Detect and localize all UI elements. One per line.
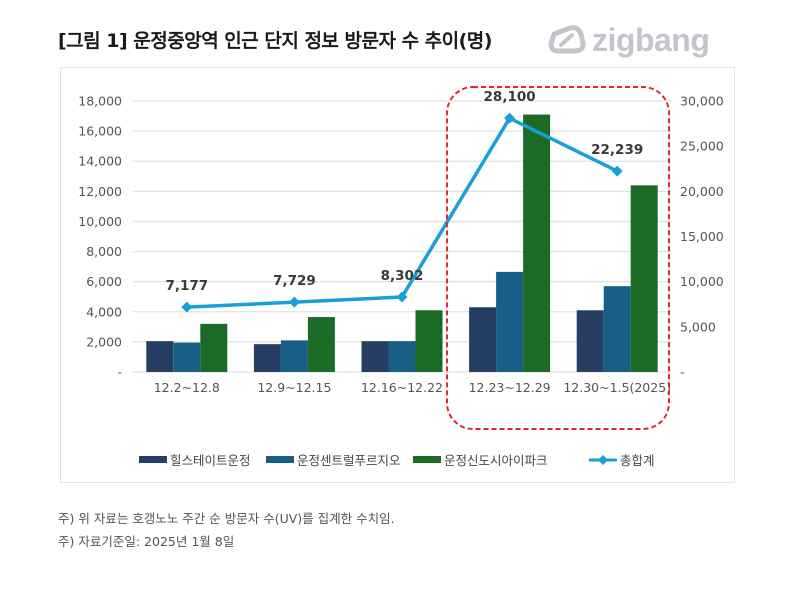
y-right-tick-label: 10,000 xyxy=(680,274,724,289)
y-left-tick-label: 10,000 xyxy=(78,214,122,229)
bar-1 xyxy=(253,344,281,372)
brand-logo: zigbang xyxy=(548,22,710,58)
bar-2 xyxy=(388,341,416,372)
y-left-tick-label: 12,000 xyxy=(78,184,122,199)
bar-1 xyxy=(361,341,389,372)
y-left-tick-label: 14,000 xyxy=(78,154,122,169)
bar-2 xyxy=(603,286,631,372)
data-label: 22,239 xyxy=(591,142,643,158)
legend-swatch xyxy=(139,456,167,463)
data-label: 8,302 xyxy=(381,268,424,284)
brand-name: zigbang xyxy=(592,22,710,58)
combo-chart: - 2,000 4,000 6,000 8,000 10,000 12,000 14,000 1… xyxy=(78,86,724,468)
data-label: 28,100 xyxy=(484,89,536,105)
y-left-tick-label: 16,000 xyxy=(78,124,122,139)
legend-item: 운정신도시아이파크 xyxy=(413,453,548,468)
x-tick-label: 12.16~12.22 xyxy=(361,380,443,395)
y-right-tick-label: 25,000 xyxy=(680,139,724,154)
bar-3 xyxy=(415,310,443,372)
chart-title: [그림 1] 운정중앙역 인근 단지 정보 방문자 수 추이(명) xyxy=(58,30,492,52)
footnote: 주) 자료기준일: 2025년 1월 8일 xyxy=(58,534,235,549)
footnote: 주) 위 자료는 호갱노노 주간 순 방문자 수(UV)를 집계한 수치임. xyxy=(58,511,395,526)
bar-1 xyxy=(146,341,174,372)
y-left-tick-label: - xyxy=(117,365,122,380)
y-right-tick-label: - xyxy=(680,365,685,380)
bar-3 xyxy=(523,114,551,373)
legend-item: 총합계 xyxy=(589,453,655,468)
y-right-tick-label: 30,000 xyxy=(680,94,724,109)
bar-3 xyxy=(630,185,658,372)
bar-2 xyxy=(173,342,201,372)
legend-label: 힐스테이트운정 xyxy=(170,453,251,468)
line-point-marker xyxy=(396,291,408,303)
line-point-marker xyxy=(181,301,193,313)
chart-panel: - 2,000 4,000 6,000 8,000 10,000 12,000 14,000 1… xyxy=(60,67,735,483)
y-left-tick-label: 4,000 xyxy=(86,304,122,319)
line-point-marker xyxy=(288,296,300,308)
legend-item: 운정센트럴푸르지오 xyxy=(266,453,401,468)
x-tick-label: 12.2~12.8 xyxy=(154,380,220,395)
zigbang-logo-icon xyxy=(548,25,586,54)
bar-2 xyxy=(496,271,524,372)
legend-label: 운정신도시아이파크 xyxy=(444,453,548,468)
legend-label: 운정센트럴푸르지오 xyxy=(297,453,401,468)
legend-swatch xyxy=(413,456,441,463)
footnotes: 주) 위 자료는 호갱노노 주간 순 방문자 수(UV)를 집계한 수치임. 주… xyxy=(58,507,395,553)
legend-item: 힐스테이트운정 xyxy=(139,453,251,468)
y-left-tick-label: 18,000 xyxy=(78,94,122,109)
bar-2 xyxy=(280,340,308,372)
bar-3 xyxy=(200,323,228,372)
line-point-marker xyxy=(504,112,516,124)
y-left-tick-label: 6,000 xyxy=(86,274,122,289)
highlight-box xyxy=(446,86,670,430)
y-left-tick-label: 8,000 xyxy=(86,244,122,259)
y-left-tick-label: 2,000 xyxy=(86,334,122,349)
y-right-tick-label: 5,000 xyxy=(680,319,716,334)
x-tick-label: 12.30~1.5(2025) xyxy=(563,380,671,395)
legend-swatch xyxy=(266,456,294,463)
y-right-tick-label: 15,000 xyxy=(680,229,724,244)
legend-marker xyxy=(598,455,608,465)
data-label: 7,177 xyxy=(165,278,208,294)
bar-3 xyxy=(307,317,335,372)
data-label: 7,729 xyxy=(273,273,316,289)
line-point-marker xyxy=(611,165,623,177)
x-tick-label: 12.23~12.29 xyxy=(469,380,551,395)
legend-label: 총합계 xyxy=(620,453,655,468)
y-right-tick-label: 20,000 xyxy=(680,184,724,199)
bar-1 xyxy=(576,310,604,372)
bar-1 xyxy=(469,307,497,372)
x-tick-label: 12.9~12.15 xyxy=(257,380,331,395)
